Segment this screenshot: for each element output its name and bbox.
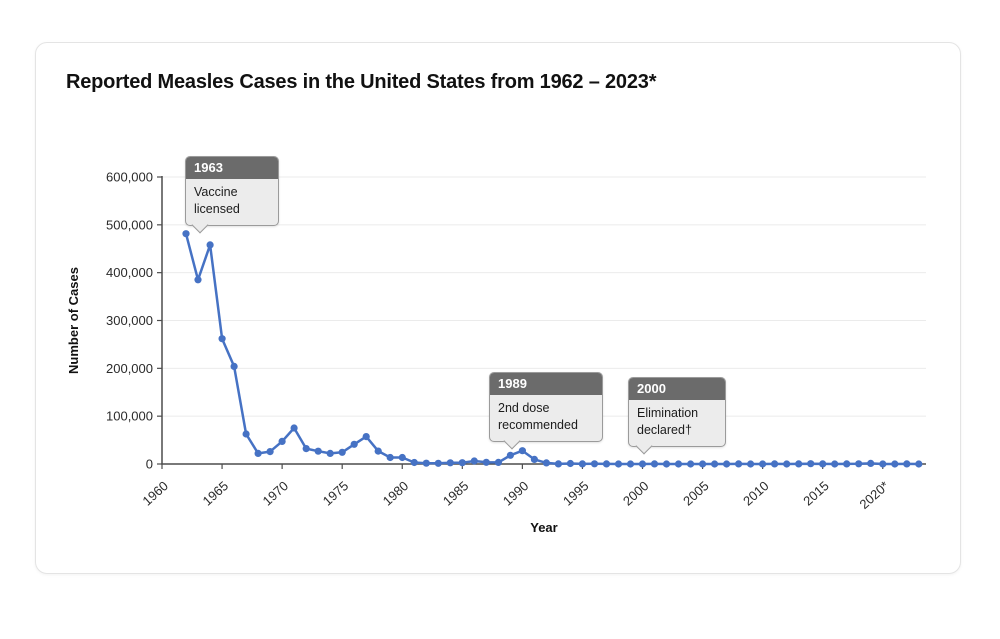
- data-point: [494, 458, 502, 466]
- x-tick-label: 1990: [500, 478, 532, 508]
- data-point: [626, 460, 635, 468]
- y-tick-label: 500,000: [106, 217, 153, 232]
- annotation-year-label: 1963: [186, 157, 278, 179]
- data-point: [422, 459, 430, 467]
- x-tick-label: 1975: [320, 478, 352, 508]
- x-tick-label: 1965: [200, 478, 232, 508]
- x-tick-label: 1995: [560, 478, 592, 508]
- data-point: [506, 451, 514, 459]
- data-point: [783, 460, 791, 468]
- data-point: [843, 460, 851, 468]
- y-tick-label: 100,000: [106, 409, 153, 424]
- data-point: [398, 453, 406, 462]
- data-point: [518, 447, 527, 455]
- annotation-year-label: 1989: [490, 373, 602, 395]
- annotation-text: 2nd dose recommended: [498, 401, 578, 432]
- data-point: [771, 460, 779, 468]
- data-point: [542, 459, 551, 467]
- data-point: [278, 437, 286, 445]
- data-point: [855, 460, 863, 468]
- data-point: [687, 460, 695, 468]
- data-point: [410, 458, 418, 467]
- x-tick-label: 2020*: [856, 478, 891, 512]
- data-point: [458, 459, 466, 467]
- data-point: [314, 447, 322, 455]
- data-point: [290, 424, 298, 432]
- data-point: [482, 458, 490, 466]
- data-point: [638, 460, 647, 468]
- data-point: [650, 460, 659, 468]
- data-point: [338, 448, 346, 456]
- data-point: [326, 449, 334, 457]
- data-point: [915, 460, 923, 468]
- annotation-1989-2nd-dose: 1989 2nd dose recommended: [489, 372, 603, 450]
- annotation-2000-elimination: 2000 Elimination declared†: [628, 377, 726, 455]
- data-point: [903, 460, 911, 468]
- data-point: [350, 440, 358, 448]
- data-point: [302, 445, 310, 453]
- x-tick-label: 1985: [440, 478, 472, 508]
- y-axis-title: Number of Cases: [66, 267, 81, 374]
- data-point: [266, 448, 274, 456]
- x-tick-label: 1960: [139, 478, 171, 508]
- chart-title: Reported Measles Cases in the United Sta…: [66, 71, 657, 93]
- data-point: [194, 276, 202, 284]
- data-point: [735, 460, 743, 468]
- annotation-text: Vaccine licensed: [194, 185, 240, 216]
- data-point: [819, 460, 827, 468]
- data-point: [242, 430, 250, 438]
- y-tick-label: 600,000: [106, 170, 153, 185]
- data-point: [891, 460, 899, 468]
- x-tick-label: 1970: [260, 478, 292, 508]
- data-point: [711, 460, 719, 468]
- y-tick-label: 200,000: [106, 361, 153, 376]
- x-tick-label: 2015: [800, 478, 832, 508]
- annotation-text: Elimination declared†: [637, 406, 699, 437]
- y-tick-label: 0: [146, 457, 153, 472]
- data-point: [795, 460, 803, 468]
- data-point: [807, 460, 815, 468]
- data-point: [578, 460, 587, 468]
- data-point: [254, 449, 262, 457]
- x-axis-title: Year: [530, 520, 557, 535]
- data-point: [614, 460, 623, 468]
- data-point: [374, 447, 382, 455]
- data-point: [182, 230, 190, 238]
- data-point: [230, 362, 238, 370]
- data-point: [699, 460, 707, 468]
- data-point: [362, 433, 370, 441]
- x-tick-label: 2000: [620, 478, 652, 508]
- data-point: [218, 335, 226, 343]
- data-point: [662, 460, 671, 468]
- data-point: [206, 241, 214, 249]
- data-point: [723, 460, 731, 468]
- data-point: [446, 459, 454, 467]
- data-point: [747, 460, 755, 468]
- chart-card: Reported Measles Cases in the United Sta…: [35, 42, 961, 574]
- annotation-year-label: 2000: [629, 378, 725, 400]
- data-point: [602, 460, 611, 468]
- data-point: [566, 459, 575, 468]
- data-point: [530, 455, 539, 463]
- y-tick-label: 300,000: [106, 313, 153, 328]
- data-point: [386, 453, 394, 462]
- data-point: [434, 459, 442, 467]
- data-point: [554, 460, 563, 468]
- x-tick-label: 2005: [680, 478, 712, 508]
- annotation-1963-vaccine-licensed: 1963 Vaccine licensed: [185, 156, 279, 234]
- data-point: [831, 460, 839, 468]
- y-tick-label: 400,000: [106, 265, 153, 280]
- data-point: [470, 457, 478, 465]
- data-point: [674, 460, 683, 468]
- data-point: [867, 459, 875, 467]
- data-point: [879, 460, 887, 468]
- x-tick-label: 2010: [740, 478, 772, 508]
- data-point: [590, 460, 599, 468]
- x-tick-label: 1980: [380, 478, 412, 508]
- data-point: [759, 460, 767, 468]
